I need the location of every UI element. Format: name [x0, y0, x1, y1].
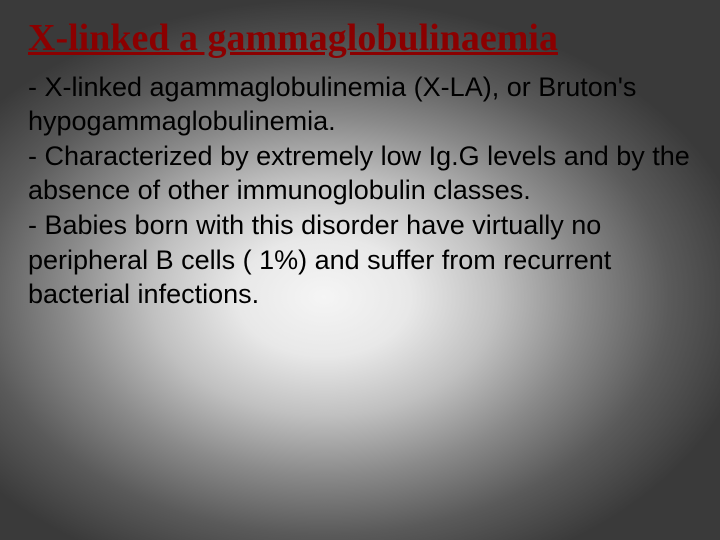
- slide-body: - X-linked agammaglobulinemia (X-LA), or…: [28, 70, 692, 312]
- slide: X-linked a gammaglobulinaemia - X-linked…: [0, 0, 720, 540]
- body-paragraph: - Characterized by extremely low Ig.G le…: [28, 139, 692, 208]
- slide-title: X-linked a gammaglobulinaemia: [28, 18, 692, 60]
- body-paragraph: - X-linked agammaglobulinemia (X-LA), or…: [28, 70, 692, 139]
- body-paragraph: - Babies born with this disorder have vi…: [28, 208, 692, 312]
